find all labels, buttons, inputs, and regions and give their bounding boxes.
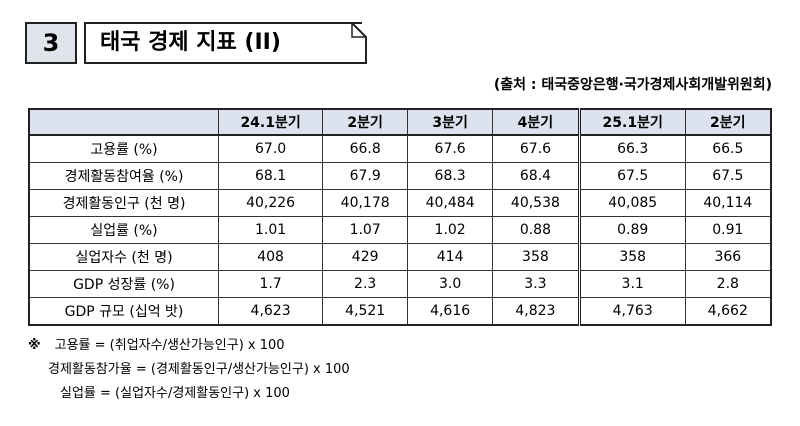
column-header: 25.1분기 bbox=[577, 108, 686, 136]
cell: 40,085 bbox=[577, 189, 686, 217]
column-header: 24.1분기 bbox=[217, 108, 324, 136]
cell: 1.07 bbox=[322, 216, 409, 244]
cell: 4,763 bbox=[577, 297, 686, 326]
cell: 358 bbox=[492, 243, 580, 271]
formula: 실업률 = (실업자수/경제활동인구) x 100 bbox=[60, 386, 290, 401]
cell: 0.89 bbox=[577, 216, 686, 244]
cell: 408 bbox=[217, 243, 324, 271]
row-label: 실업률 (%) bbox=[28, 216, 219, 244]
cell: 2.3 bbox=[322, 270, 409, 298]
cell: 0.91 bbox=[684, 216, 772, 244]
column-header: 3분기 bbox=[407, 108, 494, 136]
cell: 66.5 bbox=[684, 134, 772, 163]
cell: 0.88 bbox=[492, 216, 580, 244]
cell: 1.01 bbox=[217, 216, 324, 244]
note-marker: ※ bbox=[28, 338, 41, 353]
cell: 40,538 bbox=[492, 189, 580, 217]
cell: 67.5 bbox=[684, 162, 772, 190]
section-number: 3 bbox=[25, 22, 77, 64]
cell: 414 bbox=[407, 243, 494, 271]
cell: 66.8 bbox=[322, 134, 409, 163]
table-row: 경제활동인구 (천 명) 40,226 40,178 40,484 40,538 40,0… bbox=[28, 189, 772, 217]
cell: 67.6 bbox=[492, 134, 580, 163]
formula: 경제활동참가율 = (경제활동인구/생산가능인구) x 100 bbox=[48, 362, 350, 377]
cell: 429 bbox=[322, 243, 409, 271]
cell: 4,823 bbox=[492, 297, 580, 326]
cell: 1.7 bbox=[217, 270, 324, 298]
cell: 1.02 bbox=[407, 216, 494, 244]
column-header: 4분기 bbox=[492, 108, 580, 136]
cell: 4,662 bbox=[684, 297, 772, 326]
corner-cell bbox=[28, 108, 219, 136]
row-label: 경제활동참여율 (%) bbox=[28, 162, 219, 190]
notes: ※ 고용률 = (취업자수/생산가능인구) x 100 경제활동참가율 = (경제활… bbox=[28, 334, 350, 406]
cell: 67.9 bbox=[322, 162, 409, 190]
note-line: 실업률 = (실업자수/경제활동인구) x 100 bbox=[28, 382, 350, 406]
cell: 4,623 bbox=[217, 297, 324, 326]
cell: 2.8 bbox=[684, 270, 772, 298]
table-row: 실업률 (%) 1.01 1.07 1.02 0.88 0.89 0.91 bbox=[28, 216, 772, 244]
row-label: 실업자수 (천 명) bbox=[28, 243, 219, 271]
source: (출처 : 태국중앙은행·국가경제사회개발위원회) bbox=[493, 77, 772, 93]
cell: 40,226 bbox=[217, 189, 324, 217]
cell: 66.3 bbox=[577, 134, 686, 163]
row-label: 경제활동인구 (천 명) bbox=[28, 189, 219, 217]
cell: 3.0 bbox=[407, 270, 494, 298]
cell: 67.6 bbox=[407, 134, 494, 163]
section-title: 태국 경제 지표 (II) bbox=[84, 22, 362, 64]
formula: 고용률 = (취업자수/생산가능인구) x 100 bbox=[54, 338, 285, 353]
column-header: 2분기 bbox=[322, 108, 409, 136]
table-row: 고용률 (%) 67.0 66.8 67.6 67.6 66.3 66.5 bbox=[28, 134, 772, 163]
column-header: 2분기 bbox=[684, 108, 772, 136]
cell: 3.1 bbox=[577, 270, 686, 298]
cell: 68.3 bbox=[407, 162, 494, 190]
note-line: 경제활동참가율 = (경제활동인구/생산가능인구) x 100 bbox=[28, 358, 350, 382]
cell: 40,484 bbox=[407, 189, 494, 217]
cell: 68.1 bbox=[217, 162, 324, 190]
table-row: GDP 성장률 (%) 1.7 2.3 3.0 3.3 3.1 2.8 bbox=[28, 270, 772, 298]
row-label: 고용률 (%) bbox=[28, 134, 219, 163]
cell: 40,178 bbox=[322, 189, 409, 217]
table-row: 실업자수 (천 명) 408 429 414 358 358 366 bbox=[28, 243, 772, 271]
cell: 68.4 bbox=[492, 162, 580, 190]
cell: 4,616 bbox=[407, 297, 494, 326]
cell: 67.0 bbox=[217, 134, 324, 163]
cell: 67.5 bbox=[577, 162, 686, 190]
indicator-table: 24.1분기 2분기 3분기 4분기 25.1분기 2분기 고용률 (%) 67.0 66.8 6… bbox=[28, 108, 772, 326]
cell: 3.3 bbox=[492, 270, 580, 298]
row-label: GDP 성장률 (%) bbox=[28, 270, 219, 298]
cell: 358 bbox=[577, 243, 686, 271]
cell: 366 bbox=[684, 243, 772, 271]
row-label: GDP 규모 (십억 밧) bbox=[28, 297, 219, 326]
cell: 40,114 bbox=[684, 189, 772, 217]
note-line: ※ 고용률 = (취업자수/생산가능인구) x 100 bbox=[28, 334, 350, 358]
cell: 4,521 bbox=[322, 297, 409, 326]
table-row: 경제활동참여율 (%) 68.1 67.9 68.3 68.4 67.5 67.5 bbox=[28, 162, 772, 190]
table-row: GDP 규모 (십억 밧) 4,623 4,521 4,616 4,823 4,763 4,… bbox=[28, 297, 772, 326]
title-fold bbox=[345, 22, 367, 64]
